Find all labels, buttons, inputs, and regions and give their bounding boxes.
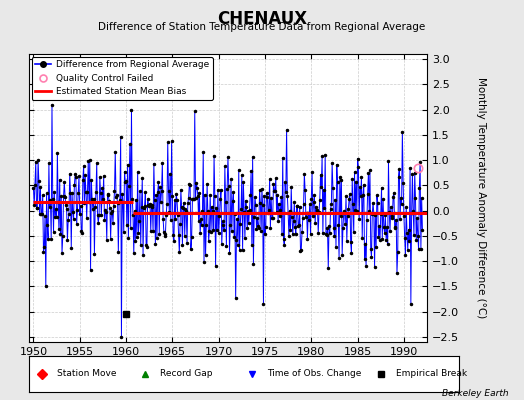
Text: Time of Obs. Change: Time of Obs. Change (267, 370, 362, 378)
Text: Station Move: Station Move (57, 370, 116, 378)
Y-axis label: Monthly Temperature Anomaly Difference (°C): Monthly Temperature Anomaly Difference (… (476, 77, 486, 319)
Text: Record Gap: Record Gap (160, 370, 212, 378)
Text: Berkeley Earth: Berkeley Earth (442, 389, 508, 398)
Text: Empirical Break: Empirical Break (396, 370, 467, 378)
Legend: Difference from Regional Average, Quality Control Failed, Estimated Station Mean: Difference from Regional Average, Qualit… (31, 57, 213, 100)
Text: CHENAUX: CHENAUX (217, 10, 307, 28)
Text: Difference of Station Temperature Data from Regional Average: Difference of Station Temperature Data f… (99, 22, 425, 32)
